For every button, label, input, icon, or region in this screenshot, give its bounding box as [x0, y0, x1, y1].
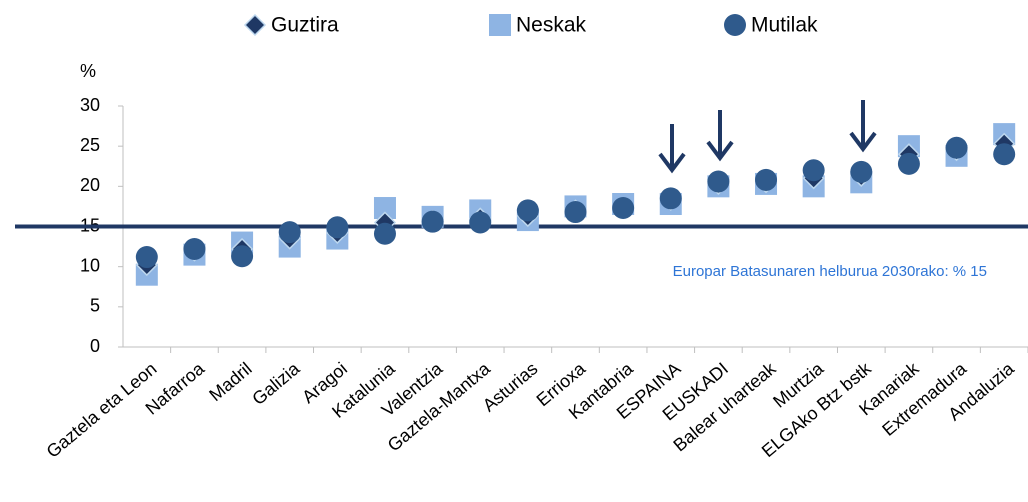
- legend-marker: [243, 13, 267, 37]
- legend-marker: [489, 14, 511, 36]
- point: [659, 187, 682, 210]
- y-tick-label: 25: [80, 135, 100, 155]
- y-axis-unit: %: [80, 61, 96, 81]
- arrow: [849, 100, 877, 153]
- x-tick-label: Madril: [205, 358, 255, 405]
- point: [945, 136, 968, 159]
- point: [326, 216, 349, 239]
- point: [516, 199, 539, 222]
- point: [421, 210, 444, 233]
- arrows: [658, 100, 877, 174]
- point: [755, 168, 778, 191]
- point: [802, 159, 825, 182]
- point: [897, 152, 920, 175]
- legend-marker: [724, 14, 746, 36]
- point: [183, 237, 206, 260]
- legend-label: Guztira: [271, 14, 339, 37]
- y-tick-label: 0: [90, 336, 100, 356]
- y-tick-label: 30: [80, 95, 100, 115]
- target-label: Europar Batasunaren helburua 2030rako: %…: [673, 263, 987, 280]
- x-tick-label: Galizia: [248, 358, 304, 409]
- point: [850, 160, 873, 183]
- point: [564, 201, 587, 224]
- point: [993, 143, 1016, 166]
- legend-label: Mutilak: [751, 14, 818, 37]
- point: [469, 211, 492, 234]
- point: [231, 245, 254, 268]
- x-tick-label: Asturias: [479, 358, 542, 415]
- y-tick-label: 20: [80, 175, 100, 195]
- point: [373, 222, 396, 245]
- arrow: [706, 110, 734, 162]
- legend-label: Neskak: [516, 14, 587, 37]
- point: [707, 170, 730, 193]
- x-tick-label: Gaztela eta Leon: [43, 358, 161, 461]
- arrow: [658, 124, 686, 174]
- point: [373, 197, 396, 220]
- point: [612, 197, 635, 220]
- y-tick-label: 5: [90, 296, 100, 316]
- point: [135, 246, 158, 269]
- point: [278, 221, 301, 244]
- y-tick-label: 10: [80, 255, 100, 275]
